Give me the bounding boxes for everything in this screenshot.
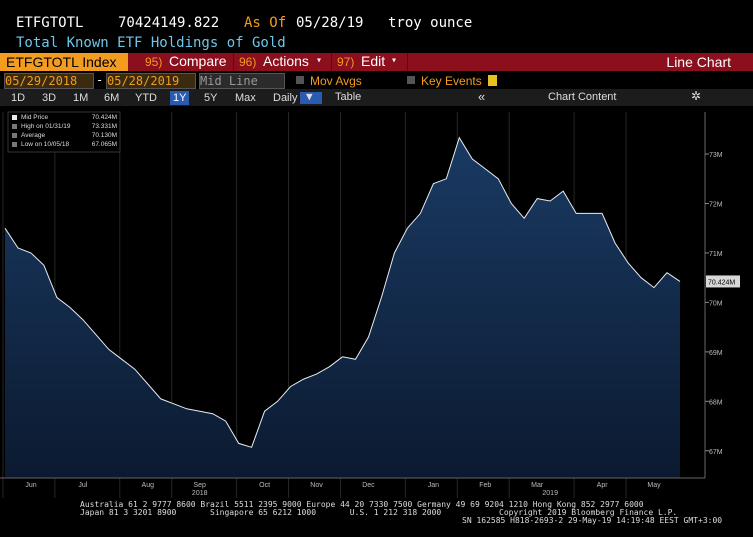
info-icon: [488, 75, 497, 86]
menu-label[interactable]: Actions: [263, 53, 309, 69]
settings[interactable]: ✲: [691, 89, 702, 103]
separator: -: [96, 73, 104, 87]
ticker: ETFGTOTL: [16, 15, 84, 31]
x-tick-label: Jun: [25, 482, 36, 489]
dropdown-arrow: ▾: [316, 55, 323, 66]
area: [5, 137, 680, 478]
y-tick-label: 70M: [709, 300, 723, 307]
x-tick-label: Jan: [428, 482, 439, 489]
description: Total Known ETF Holdings of Gold: [16, 35, 286, 51]
footer-line: SN 162585 H818-2693-2 29-May-19 14:19:48…: [462, 516, 723, 525]
value: 70424149.822: [118, 15, 220, 31]
x-tick-label: Feb: [479, 482, 491, 489]
range-button[interactable]: 1M: [73, 92, 89, 104]
unit: troy ounce: [388, 15, 473, 31]
range-button[interactable]: 5Y: [204, 92, 218, 104]
menu-divider: [233, 53, 234, 71]
chart-content[interactable]: Chart Content: [548, 91, 617, 103]
line: [4, 136, 681, 448]
x-tick-label: Dec: [362, 482, 375, 489]
menu-label[interactable]: Edit: [361, 53, 386, 69]
x-tick-label: Apr: [597, 482, 609, 489]
legend-label: Mid Price: [21, 114, 48, 121]
menu-divider: [331, 53, 332, 71]
legend-value: 70.130M: [92, 132, 117, 139]
legend-label: Low on 10/05/18: [21, 141, 69, 148]
range-button[interactable]: 1D: [11, 92, 26, 104]
chart-icon[interactable]: [300, 92, 322, 104]
footer-line: Japan 81 3 3201 8900 Singapore 65 6212 1…: [80, 508, 678, 517]
end-date[interactable]: 05/28/2019: [106, 73, 196, 89]
menu-bar: [0, 53, 753, 71]
y-tick-label: 68M: [709, 399, 723, 406]
key-events[interactable]: Key Events: [421, 74, 482, 88]
year-label: 2018: [192, 490, 208, 497]
y-tick-label: 67M: [709, 449, 723, 456]
x-tick-label: Mar: [531, 482, 544, 489]
y-tick-label: 71M: [709, 251, 723, 258]
menu-label[interactable]: Compare: [169, 53, 227, 69]
x-tick-label: Aug: [142, 482, 155, 489]
range-button[interactable]: 3D: [42, 92, 57, 104]
table[interactable]: Table: [335, 91, 362, 103]
range-button[interactable]: Max: [235, 92, 256, 104]
mov-avgs[interactable]: Mov Avgs: [310, 74, 362, 88]
menu-number[interactable]: 95): [145, 55, 163, 69]
legend-box: [7, 111, 121, 153]
chart: 67M 68M 69M 70M 71M 72M 73M 70.424M Jun Jul Aug Sep…: [0, 111, 740, 498]
x-tick-label: May: [647, 482, 661, 489]
legend-label: Average: [21, 132, 45, 139]
checkbox[interactable]: [296, 76, 304, 84]
line-mode[interactable]: Mid Line: [199, 73, 285, 89]
x-tick-label: Oct: [259, 482, 270, 489]
dropdown-arrow: ▾: [391, 55, 398, 66]
as-of: As Of: [244, 15, 287, 31]
range-button[interactable]: YTD: [135, 92, 157, 104]
legend-icon: [12, 142, 17, 147]
x-tick-label: Sep: [193, 482, 206, 489]
range-button[interactable]: 1Y: [170, 91, 190, 105]
last-value-tag: [706, 275, 740, 288]
legend-value: 73.331M: [92, 123, 117, 130]
legend-icon: [12, 115, 17, 120]
range-button[interactable]: 6M: [104, 92, 120, 104]
menu-number[interactable]: 97): [337, 55, 355, 69]
last-value-label: 70.424M: [708, 279, 735, 286]
y-tick-label: 72M: [709, 202, 723, 209]
year-label: 2019: [542, 490, 558, 497]
chart-type[interactable]: Line Chart: [666, 54, 731, 70]
x-tick-label: Jul: [78, 482, 87, 489]
start-date[interactable]: 05/29/2018: [4, 73, 94, 89]
y-tick-label: 73M: [709, 152, 723, 159]
y-tick-label: 69M: [709, 350, 723, 357]
legend-icon: [12, 133, 17, 138]
security[interactable]: ETFGTOTL Index: [0, 53, 128, 71]
menu-number[interactable]: 96): [239, 55, 257, 69]
collapse[interactable]: «: [478, 89, 486, 104]
frequency[interactable]: Daily: [273, 92, 298, 104]
x-tick-label: Nov: [310, 482, 323, 489]
legend-icon: [12, 124, 17, 129]
legend-value: 67.065M: [92, 141, 117, 148]
dropdown-arrow: ▼: [306, 90, 313, 103]
date: 05/28/19: [296, 15, 364, 31]
legend-value: 70.424M: [92, 114, 117, 121]
menu-divider: [407, 53, 408, 71]
checkbox[interactable]: [407, 76, 415, 84]
legend-label: High on 01/31/19: [21, 123, 71, 130]
footer-line: Australia 61 2 9777 8600 Brazil 5511 239…: [80, 500, 644, 509]
